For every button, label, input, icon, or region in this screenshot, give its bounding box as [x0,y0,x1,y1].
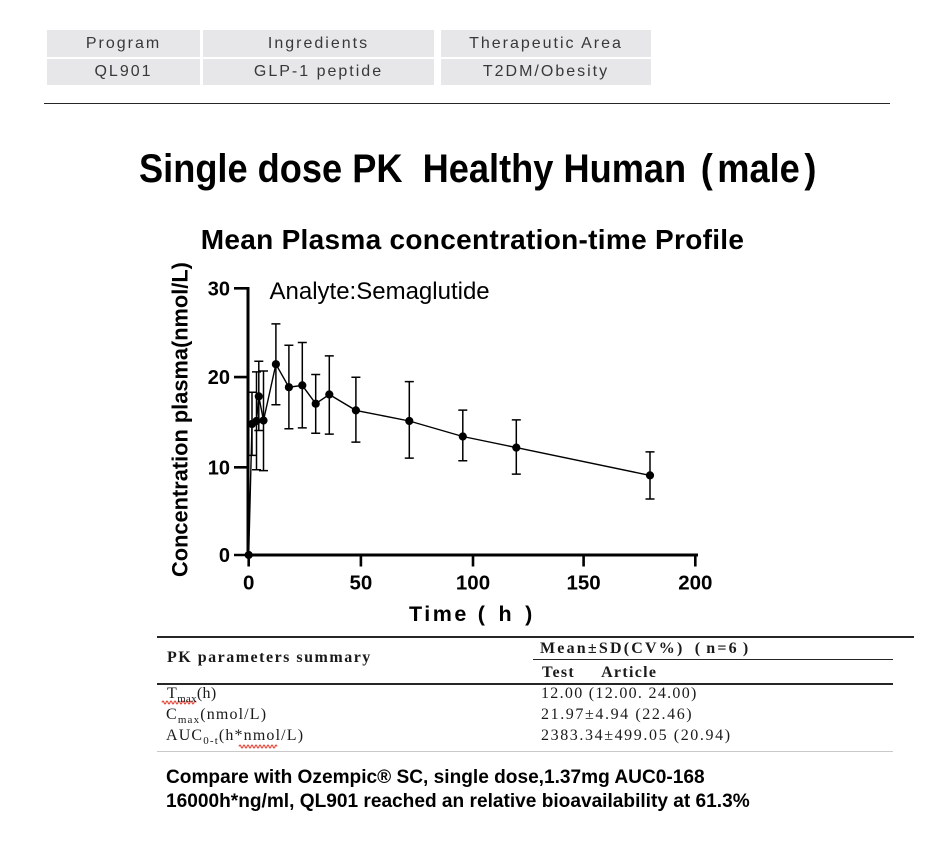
svg-text:Concentration plasma(nmol/L): Concentration plasma(nmol/L) [168,262,193,577]
svg-text:20: 20 [208,367,230,389]
svg-text:0: 0 [243,572,254,595]
svg-text:Time(h): Time(h) [409,602,535,626]
svg-text:Analyte:Semaglutide: Analyte:Semaglutide [270,278,490,305]
svg-text:150: 150 [566,572,600,595]
svg-text:30: 30 [208,278,230,300]
svg-text:50: 50 [349,572,372,595]
svg-text:10: 10 [208,457,230,479]
svg-text:0: 0 [219,545,230,567]
svg-text:200: 200 [678,572,712,595]
svg-text:100: 100 [456,572,490,595]
svg-text:Mean Plasma concentration-time: Mean Plasma concentration-time Profile [201,224,745,255]
